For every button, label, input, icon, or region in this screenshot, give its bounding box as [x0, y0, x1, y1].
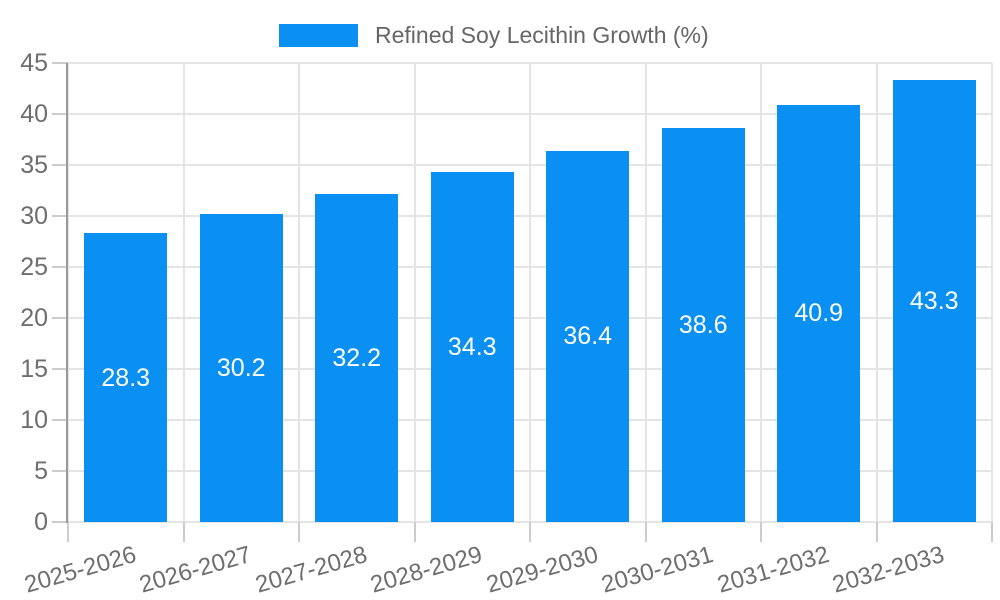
- y-tick-mark: [52, 164, 68, 166]
- y-tick-mark: [52, 368, 68, 370]
- x-axis-tick-label: 2027-2028: [252, 541, 371, 599]
- y-tick-mark: [52, 470, 68, 472]
- bar-2026-2027[interactable]: [199, 213, 283, 522]
- bar-2032-2033[interactable]: [892, 80, 976, 522]
- bar-value-label: 38.6: [678, 311, 728, 340]
- legend-swatch: [279, 24, 358, 47]
- y-axis-tick-label: 40: [20, 100, 48, 128]
- x-gridline: [760, 63, 762, 522]
- y-tick-mark: [52, 215, 68, 217]
- y-axis-tick-label: 10: [20, 406, 48, 434]
- bar-2027-2028[interactable]: [315, 193, 399, 522]
- x-tick-mark: [298, 522, 300, 542]
- y-tick-mark: [52, 521, 68, 523]
- x-axis-tick-label: 2028-2029: [367, 541, 486, 599]
- x-gridline: [529, 63, 531, 522]
- x-gridline: [182, 63, 185, 522]
- x-axis-tick-label: 2026-2027: [136, 541, 255, 599]
- y-axis-line: [66, 63, 68, 523]
- x-tick-mark: [67, 522, 69, 542]
- y-axis-tick-label: 35: [20, 151, 48, 179]
- x-axis-tick-label: 2032-2033: [829, 541, 948, 599]
- x-gridline: [644, 63, 647, 522]
- bar-value-label: 36.4: [563, 322, 613, 351]
- y-tick-mark: [52, 62, 68, 64]
- y-axis-tick-label: 5: [34, 457, 48, 485]
- bar-2028-2029[interactable]: [430, 172, 514, 522]
- bar-2029-2030[interactable]: [546, 150, 630, 522]
- legend-item[interactable]: Refined Soy Lecithin Growth (%): [279, 22, 709, 49]
- y-axis-tick-label: 25: [20, 253, 48, 281]
- x-gridline: [413, 63, 416, 522]
- bar-2031-2032[interactable]: [777, 104, 861, 522]
- x-tick-mark: [529, 522, 531, 542]
- bar-value-label: 43.3: [909, 287, 959, 316]
- y-tick-mark: [52, 113, 68, 115]
- bar-value-label: 34.3: [447, 333, 497, 362]
- y-axis-tick-label: 15: [20, 355, 48, 383]
- y-axis-tick-label: 0: [34, 508, 48, 536]
- x-axis-tick-label: 2030-2031: [598, 541, 717, 599]
- x-tick-mark: [875, 522, 878, 542]
- y-axis-tick-label: 30: [20, 202, 48, 230]
- x-tick-mark: [413, 522, 416, 542]
- bar-value-label: 40.9: [794, 299, 844, 328]
- y-tick-mark: [52, 419, 68, 421]
- x-axis-tick-label: 2031-2032: [714, 541, 833, 599]
- bar-value-label: 30.2: [216, 353, 266, 382]
- x-gridline: [67, 63, 69, 522]
- x-tick-mark: [760, 522, 762, 542]
- bar-value-label: 28.3: [101, 363, 151, 392]
- x-axis-tick-label: 2029-2030: [483, 541, 602, 599]
- x-tick-mark: [644, 522, 647, 542]
- x-gridline: [298, 63, 300, 522]
- y-axis-tick-label: 45: [20, 49, 48, 77]
- legend-label: Refined Soy Lecithin Growth (%): [375, 22, 709, 48]
- x-tick-mark: [991, 522, 993, 542]
- bar-2025-2026[interactable]: [84, 233, 168, 522]
- bar-value-label: 32.2: [332, 343, 382, 372]
- y-tick-mark: [52, 317, 68, 319]
- x-gridline: [991, 63, 993, 522]
- x-gridline: [875, 63, 878, 522]
- bar-2030-2031[interactable]: [661, 128, 745, 522]
- y-axis-tick-label: 20: [20, 304, 48, 332]
- x-tick-mark: [182, 522, 185, 542]
- x-axis-tick-label: 2025-2026: [21, 541, 140, 599]
- y-tick-mark: [52, 266, 68, 268]
